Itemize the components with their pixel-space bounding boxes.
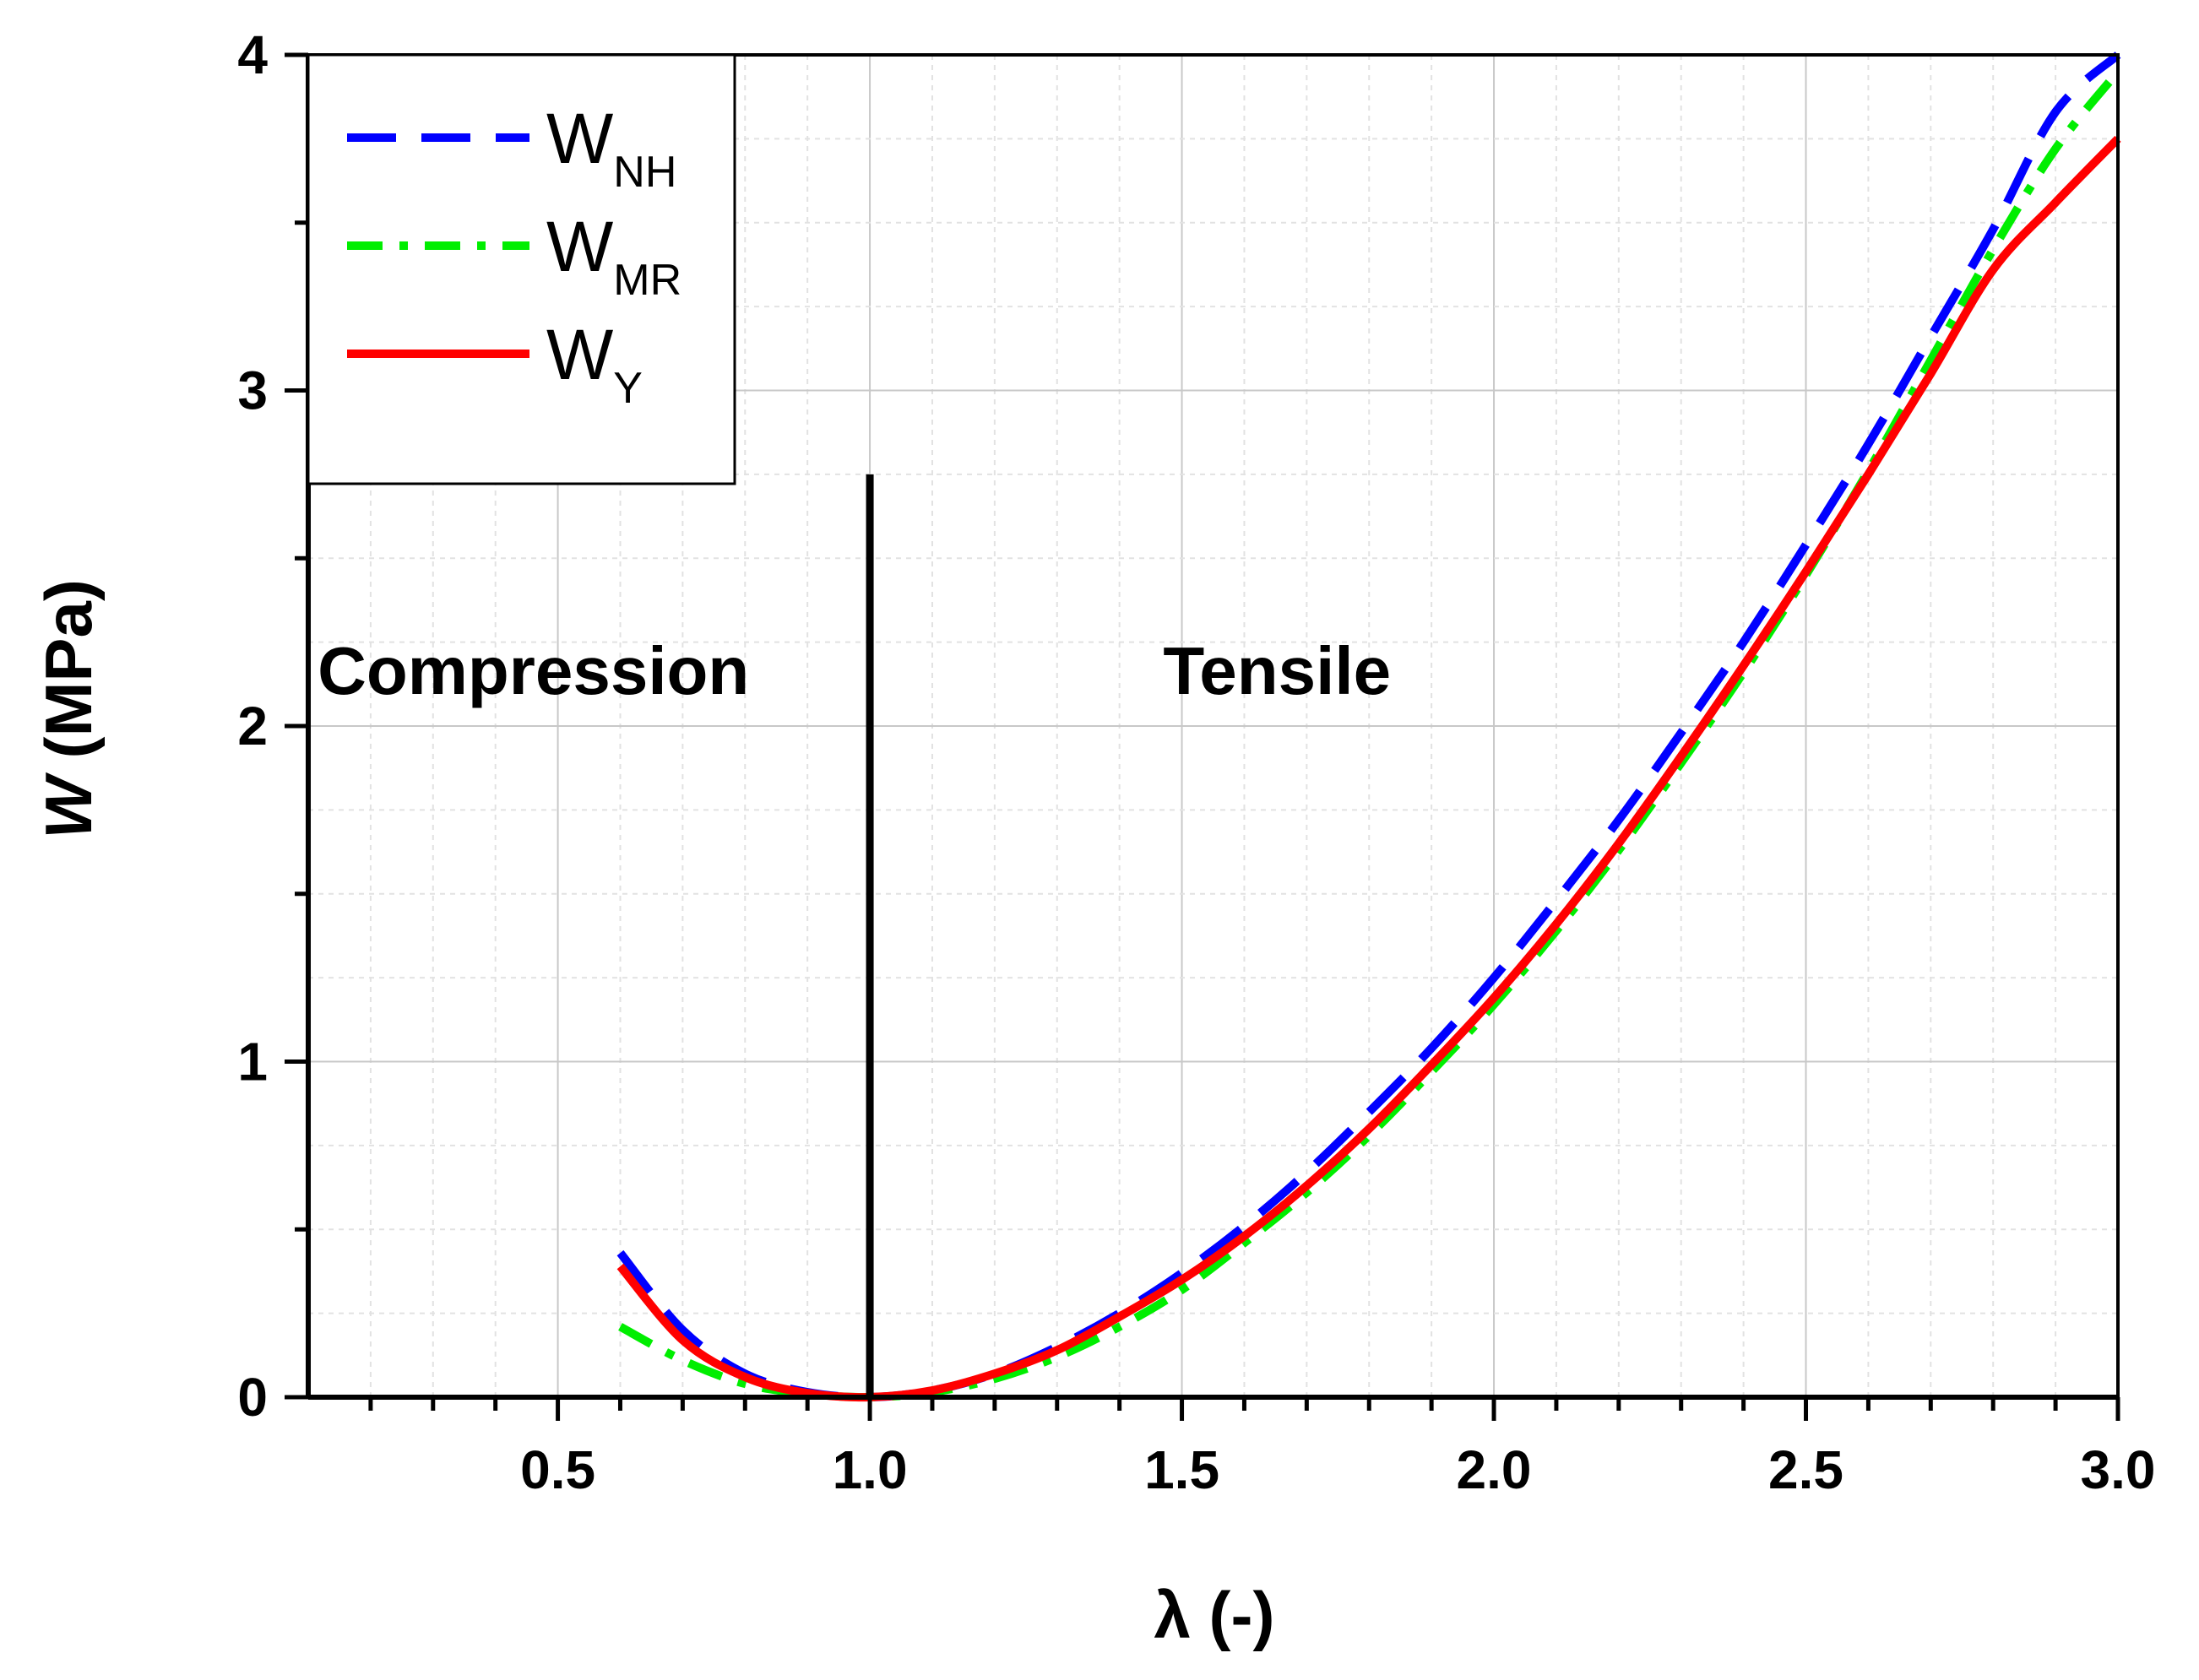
legend-label-main: W [546,99,613,178]
legend-label-subscript: NH [613,148,676,197]
legend-label-subscript: Y [613,364,643,413]
x-tick-label: 2.5 [1768,1439,1843,1500]
x-tick-label: 2.0 [1457,1439,1532,1500]
axis-ticks: 0.5 1.0 1.5 2.0 2.5 3.0 0 1 2 3 4 [237,24,2155,1500]
axis-titles: λ (-) W (MPa) [31,579,1274,1652]
y-axis-title: W (MPa) [31,579,106,839]
y-tick-label: 1 [237,1032,268,1092]
x-tick-label: 1.5 [1144,1439,1219,1500]
y-axis-title-symbol: W [31,772,106,839]
y-tick-label: 3 [237,360,268,421]
legend-label-nh: WNH [546,99,676,197]
annotations: Compression Tensile [318,633,1391,708]
annotation-tensile: Tensile [1163,633,1391,708]
legend-label-main: W [546,315,613,394]
y-axis-title-unit: (MPa) [31,579,106,777]
legend-label-subscript: MR [613,256,681,305]
x-tick-label: 0.5 [520,1439,595,1500]
legend-label-y: WY [546,315,643,413]
y-tick-label: 2 [237,696,268,756]
legend-label-main: W [546,207,613,286]
annotation-compression: Compression [318,633,749,708]
x-tick-label: 1.0 [833,1439,908,1500]
legend-box [307,53,736,485]
x-axis-title: λ (-) [1154,1578,1275,1652]
x-tick-label: 3.0 [2081,1439,2156,1500]
y-tick-label: 4 [237,24,268,85]
legend-label-mr: WMR [546,207,681,305]
y-tick-label: 0 [237,1367,268,1428]
